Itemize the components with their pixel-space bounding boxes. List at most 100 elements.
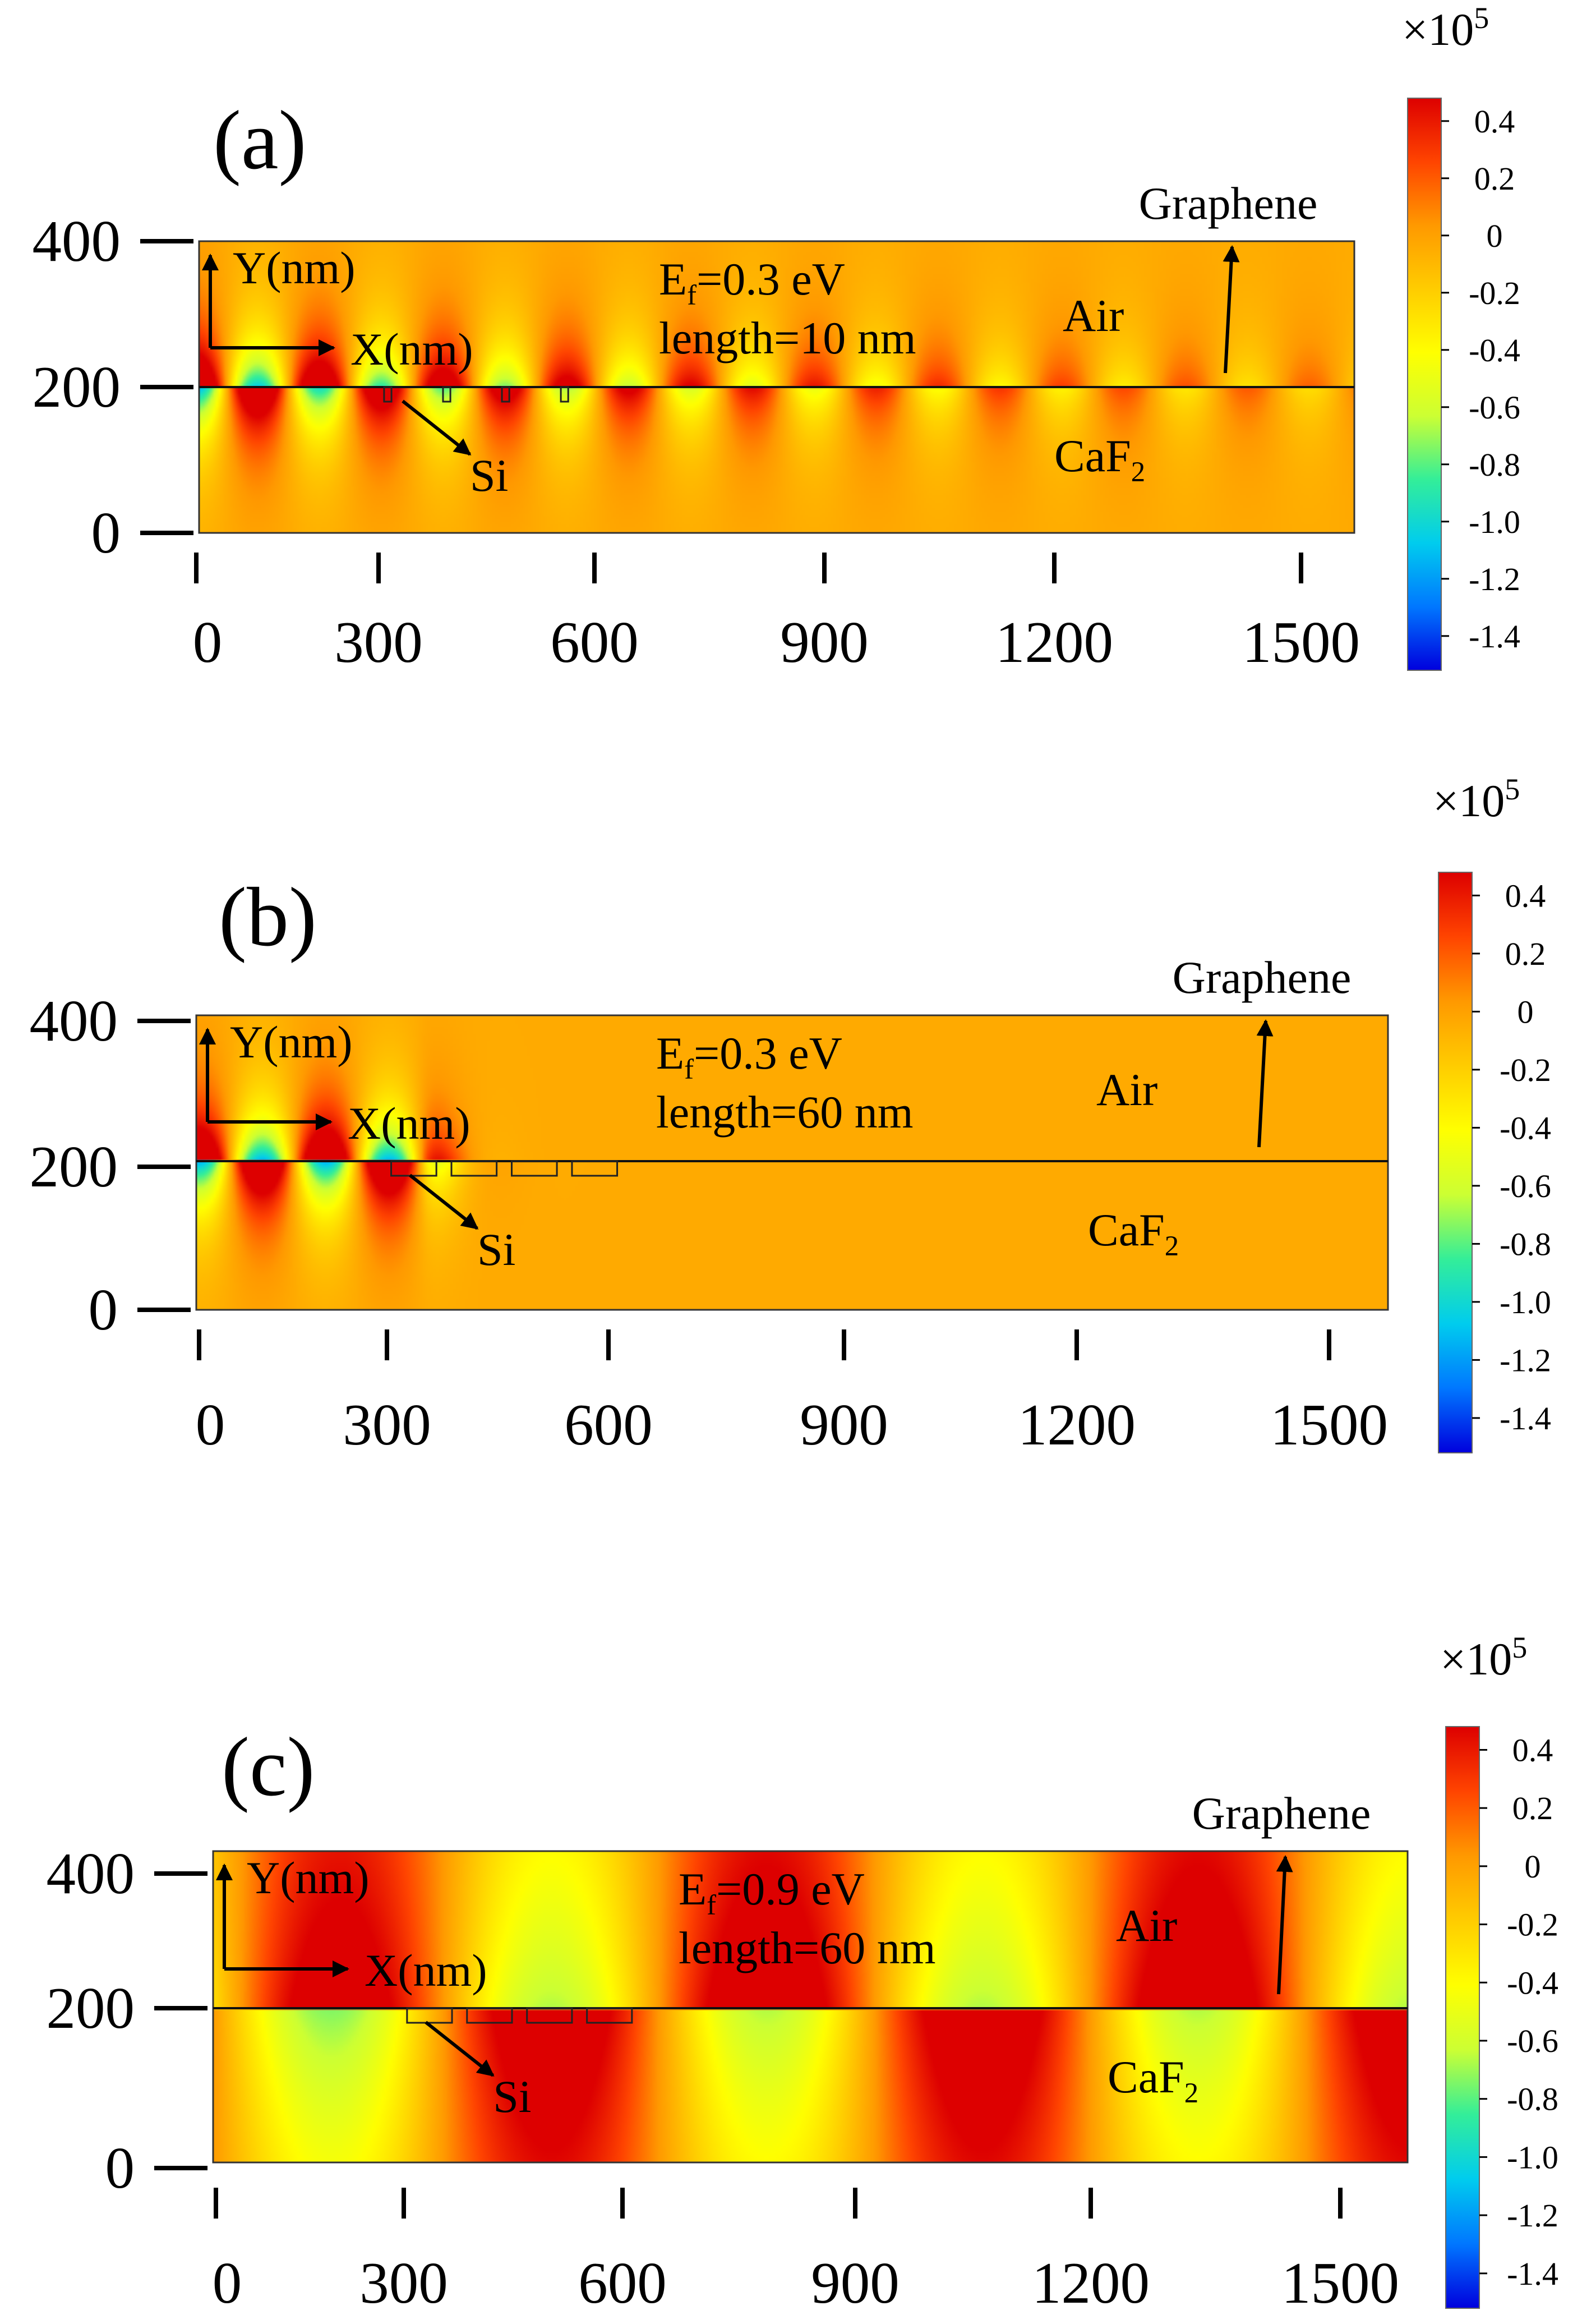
si-block [571, 1160, 619, 1177]
si-block [406, 2007, 453, 2024]
y-tick-label: 200 [33, 354, 121, 420]
si-block [390, 1160, 437, 1177]
si-block [586, 2007, 633, 2024]
colorbar-tick-label: 0.4 [1474, 103, 1515, 140]
si-block [450, 1160, 498, 1177]
air-label: Air [1096, 1064, 1157, 1115]
x-tick-label: 600 [550, 609, 639, 675]
si-label: Si [470, 450, 508, 501]
si-arrow [425, 2021, 495, 2077]
field-heatmap [196, 1015, 1388, 1310]
x-tick-label: 300 [334, 609, 423, 675]
colorbar-tick-label: 0.2 [1505, 936, 1546, 972]
panel-a: (a) 0 200 400 0 300 600 900 1200 1500 Y(nm) X(nm) Si… [33, 1, 1520, 675]
colorbar-tick-label: -0.4 [1507, 1964, 1558, 2001]
graphene-label: Graphene [1139, 178, 1318, 229]
graphene-label: Graphene [1173, 952, 1352, 1003]
colorbar-tick-label: -1.4 [1500, 1400, 1551, 1437]
colorbar-tick-label: -1.4 [1507, 2256, 1558, 2292]
colorbar-tick-label: -0.2 [1469, 275, 1520, 311]
si-block [560, 386, 569, 403]
colorbar-multiplier: ×105 [1440, 1631, 1527, 1685]
colorbar [1407, 98, 1442, 671]
colorbar-tick-label: -0.6 [1500, 1168, 1551, 1204]
si-arrow [402, 399, 472, 456]
graphene-label: Graphene [1192, 1788, 1371, 1839]
graphene-arrow [1276, 1855, 1293, 1995]
colorbar-tick-label: -1.0 [1500, 1284, 1551, 1320]
si-block [510, 1160, 558, 1177]
colorbar-tick-label: -1.4 [1469, 618, 1520, 655]
colorbar-tick-label: -0.8 [1500, 1226, 1551, 1262]
x-tick-label: 1200 [1018, 1392, 1136, 1457]
x-axis-arrow-label: X(nm) [348, 1098, 471, 1149]
colorbar-tick-label: 0.2 [1512, 1790, 1553, 1826]
si-label: Si [493, 2071, 531, 2122]
fermi-energy-label: Ef=0.3 eV [659, 254, 845, 311]
si-block [466, 2007, 513, 2024]
y-axis-arrow-label: Y(nm) [230, 1016, 353, 1067]
caf2-label: CaF2 [1108, 2051, 1198, 2109]
y-tick-label: 400 [47, 1840, 135, 1906]
x-tick-label: 0 [193, 609, 223, 675]
colorbar-multiplier: ×105 [1402, 1, 1489, 55]
x-tick-label: 600 [578, 2250, 667, 2316]
x-axis-arrow-label: X(nm) [365, 1945, 487, 1996]
air-label: Air [1116, 1900, 1177, 1951]
colorbar-tick-label: -0.8 [1507, 2081, 1558, 2118]
caf2-label: CaF2 [1088, 1204, 1179, 1262]
colorbar-tick-label: -0.8 [1469, 447, 1520, 483]
colorbar-tick-label: -1.2 [1500, 1342, 1551, 1378]
graphene-arrow [1223, 245, 1240, 374]
fermi-energy-label: Ef=0.3 eV [656, 1028, 842, 1085]
y-tick-label: 400 [30, 988, 118, 1053]
colorbar-tick-label: -1.0 [1507, 2139, 1558, 2175]
colorbar-tick-label: -0.4 [1500, 1110, 1551, 1146]
si-block [442, 386, 451, 403]
colorbar-tick-label: 0 [1518, 993, 1534, 1030]
panel-c: (c) 0 200 400 0 300 600 900 1200 1500 Y(nm) X(nm) Si… [47, 1631, 1558, 2316]
x-axis-arrow-label: X(nm) [350, 324, 473, 375]
colorbar-tick-label: 0 [1525, 1848, 1541, 1885]
colorbar-tick-label: -0.2 [1507, 1907, 1558, 1943]
x-tick-label: 900 [811, 2250, 900, 2316]
colorbar-tick-label: -0.4 [1469, 332, 1520, 369]
y-tick-label: 400 [33, 208, 121, 274]
x-tick-label: 900 [800, 1392, 888, 1457]
y-axis-arrow-label: Y(nm) [247, 1852, 370, 1903]
x-tick-label: 1200 [1032, 2250, 1150, 2316]
x-tick-label: 300 [359, 2250, 448, 2316]
panel-label: (c) [222, 1720, 315, 1814]
x-tick-label: 1200 [995, 609, 1113, 675]
y-axis-arrow-label: Y(nm) [233, 242, 356, 293]
colorbar-multiplier: ×105 [1433, 772, 1520, 826]
panel-label: (b) [219, 871, 317, 964]
colorbar-tick-label: -1.2 [1507, 2197, 1558, 2234]
x-tick-label: 1500 [1242, 609, 1360, 675]
colorbar-tick-label: 0.4 [1512, 1732, 1553, 1768]
y-tick-label: 200 [47, 1975, 135, 2041]
y-tick-label: 0 [91, 500, 121, 565]
x-tick-label: 0 [213, 2250, 242, 2316]
x-tick-label: 300 [343, 1392, 431, 1457]
colorbar-tick-label: -1.2 [1469, 561, 1520, 597]
si-block [383, 386, 393, 403]
colorbar-tick-label: 0.2 [1474, 160, 1515, 197]
colorbar-tick-label: 0 [1487, 218, 1503, 254]
x-tick-label: 600 [564, 1392, 653, 1457]
panel-b: (b) 0 200 400 0 300 600 900 1200 1500 Y(nm) X(nm) Si… [30, 772, 1551, 1457]
y-tick-label: 0 [105, 2135, 135, 2201]
x-tick-label: 0 [196, 1392, 225, 1457]
length-label: length=60 nm [679, 1922, 936, 1973]
si-block [501, 386, 510, 403]
colorbar [1445, 1726, 1480, 2309]
colorbar-tick-label: -0.6 [1469, 389, 1520, 426]
colorbar-tick-label: -0.2 [1500, 1052, 1551, 1088]
caf2-label: CaF2 [1054, 430, 1145, 487]
field-heatmap [213, 1851, 1408, 2162]
colorbar-tick-label: 0.4 [1505, 877, 1546, 914]
x-tick-label: 900 [780, 609, 869, 675]
y-tick-label: 200 [30, 1134, 118, 1199]
